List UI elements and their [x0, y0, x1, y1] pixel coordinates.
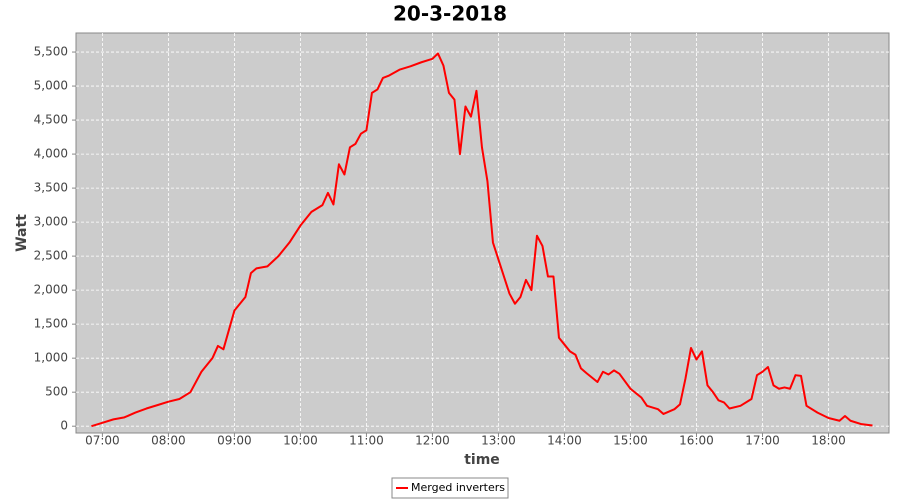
- x-tick-label: 17:00: [745, 434, 780, 448]
- y-tick-label: 4,500: [34, 113, 68, 127]
- y-tick-label: 0: [60, 419, 68, 433]
- y-tick-label: 500: [45, 385, 68, 399]
- plot-area: [75, 32, 890, 434]
- y-tick-label: 4,000: [34, 147, 68, 161]
- y-tick-label: 1,000: [34, 351, 68, 365]
- x-tick-label: 10:00: [283, 434, 318, 448]
- x-axis-label: time: [464, 452, 500, 468]
- y-tick-label: 5,000: [34, 79, 68, 93]
- y-tick-label: 5,500: [34, 45, 68, 59]
- y-tick-label: 1,500: [34, 317, 68, 331]
- x-tick-label: 18:00: [811, 434, 846, 448]
- x-tick-label: 07:00: [85, 434, 120, 448]
- x-tick-label: 12:00: [415, 434, 450, 448]
- series-line: [91, 52, 873, 428]
- x-tick-label: 13:00: [481, 434, 516, 448]
- x-tick-label: 08:00: [151, 434, 186, 448]
- y-tick-label: 3,000: [34, 215, 68, 229]
- y-tick-label: 2,500: [34, 249, 68, 263]
- chart-title: 20-3-2018: [393, 2, 507, 26]
- x-tick-label: 11:00: [349, 434, 384, 448]
- x-tick-label: 16:00: [679, 434, 714, 448]
- y-tick-label: 3,500: [34, 181, 68, 195]
- legend-label: Merged inverters: [411, 481, 505, 494]
- x-tick-label: 15:00: [613, 434, 648, 448]
- y-tick-label: 2,000: [34, 283, 68, 297]
- y-axis-label: Watt: [14, 214, 30, 252]
- x-tick-label: 14:00: [547, 434, 582, 448]
- legend-box: [391, 477, 509, 499]
- x-tick-label: 09:00: [217, 434, 252, 448]
